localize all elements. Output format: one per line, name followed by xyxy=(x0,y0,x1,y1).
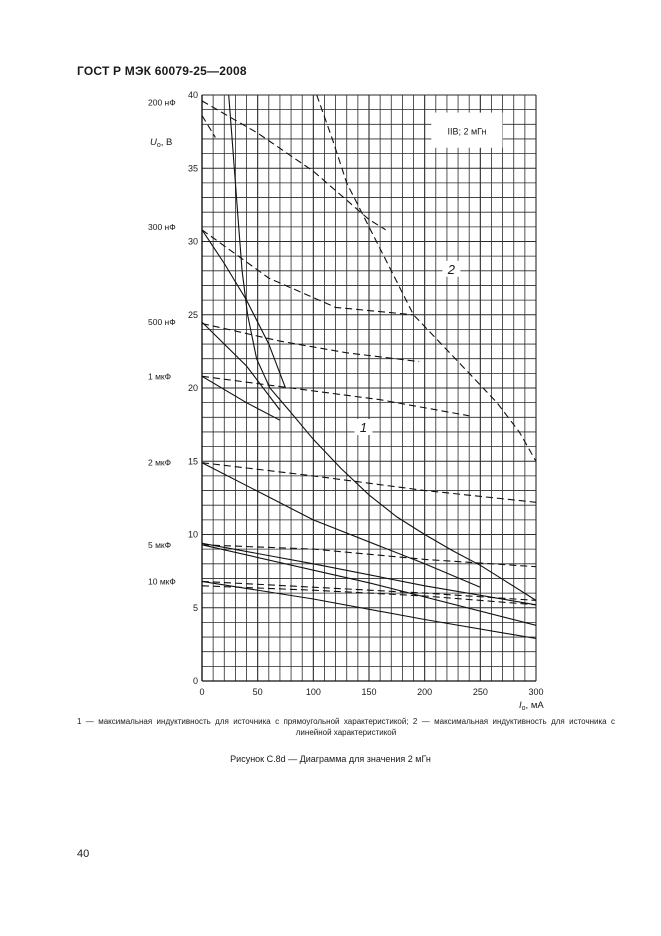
series-layer xyxy=(201,94,537,640)
curve-label-1: 1 xyxy=(360,420,367,435)
x-tick-label: 200 xyxy=(417,687,432,697)
x-tick-label: 300 xyxy=(528,687,543,697)
box-label-background xyxy=(431,112,503,148)
capacitance-label: 10 мкФ xyxy=(148,576,176,586)
page-number: 40 xyxy=(77,848,90,860)
axes xyxy=(201,95,536,682)
series-line-9 xyxy=(201,375,281,421)
y-tick-label: 0 xyxy=(193,676,198,686)
x-tick-label: 100 xyxy=(306,687,321,697)
curve-label-background xyxy=(442,260,461,277)
x-tick-label: 250 xyxy=(473,687,488,697)
capacitance-label: 5 мкФ xyxy=(148,540,171,550)
series-line-4 xyxy=(201,115,216,138)
y-tick-label: 30 xyxy=(188,237,198,247)
series-line-1 xyxy=(228,94,537,601)
capacitance-label: 300 нФ xyxy=(148,222,176,232)
capacitance-label: 1 мкФ xyxy=(148,371,171,381)
series-line-12 xyxy=(201,462,537,503)
curve-label-2: 2 xyxy=(447,262,456,277)
curve-label-background xyxy=(354,419,373,436)
series-line-2 xyxy=(316,94,537,462)
series-line-15 xyxy=(201,544,537,568)
y-tick-label: 40 xyxy=(188,90,198,100)
box-label: IIB; 2 мГн xyxy=(447,127,486,137)
series-line-5 xyxy=(201,229,287,389)
capacitance-label: 500 нФ xyxy=(148,317,176,327)
series-line-3 xyxy=(201,100,386,231)
y-tick-label: 35 xyxy=(188,163,198,173)
series-line-17 xyxy=(201,580,537,601)
series-line-16 xyxy=(201,580,537,640)
capacitance-label: 2 мкФ xyxy=(148,458,171,468)
y-tick-label: 15 xyxy=(188,456,198,466)
series-line-18 xyxy=(201,585,537,606)
x-axis-title: Io, мА xyxy=(519,700,544,712)
series-line-6 xyxy=(201,229,414,316)
grid xyxy=(201,94,537,682)
series-line-13 xyxy=(201,542,537,606)
series-line-8 xyxy=(201,322,420,363)
figure-legend-caption: 1 — максимальная индуктивность для источ… xyxy=(77,717,615,737)
figure-title: Рисунок C.8d — Диаграмма для значения 2 … xyxy=(230,754,431,764)
x-tick-label: 0 xyxy=(199,687,204,697)
series-line-7 xyxy=(201,321,281,411)
y-tick-label: 25 xyxy=(188,310,198,320)
document-header: ГОСТ Р МЭК 60079-25—2008 xyxy=(77,64,247,78)
y-tick-label: 10 xyxy=(188,530,198,540)
y-tick-label: 5 xyxy=(193,603,198,613)
series-line-10 xyxy=(201,375,470,417)
y-axis-title: Uo, В xyxy=(150,137,172,149)
capacitance-label: 200 нФ xyxy=(148,97,176,107)
series-line-14 xyxy=(201,544,537,626)
x-tick-label: 150 xyxy=(361,687,376,697)
y-tick-label: 20 xyxy=(188,383,198,393)
series-line-11 xyxy=(201,462,481,588)
x-tick-label: 50 xyxy=(253,687,263,697)
